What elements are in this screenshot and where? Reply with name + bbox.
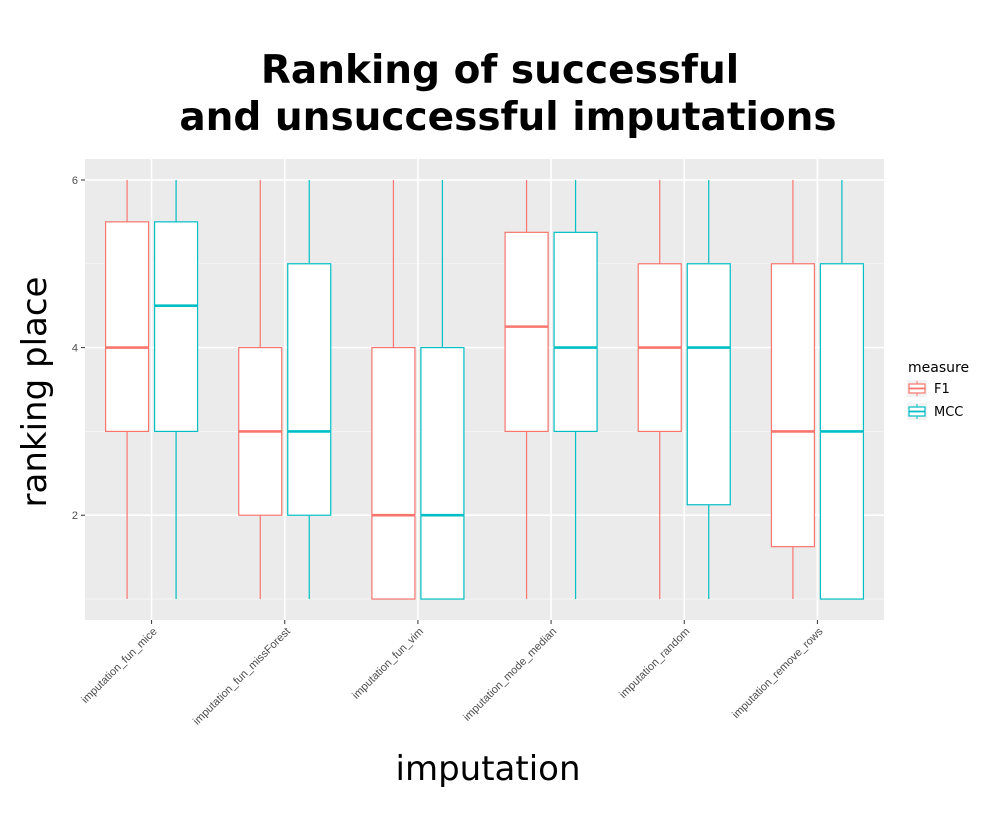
box-mcc-imputation_remove_rows (819, 179, 865, 600)
box-body (104, 221, 150, 433)
legend-label: MCC (934, 405, 963, 420)
box-body (770, 263, 816, 548)
legend-label: F1 (934, 382, 950, 397)
legend-title: measure (908, 360, 969, 376)
x-tick-label: imputation_random (617, 626, 692, 701)
box-f1-imputation_mode_median (504, 179, 549, 600)
box-body (686, 263, 731, 506)
chart-title-line-2: and unsuccessful imputations (179, 95, 836, 140)
x-tick-label: imputation_mode_median (461, 626, 559, 724)
box-mcc-imputation_fun_vim (420, 179, 465, 600)
plot-panel (85, 159, 884, 620)
y-axis-title: ranking place (15, 277, 55, 508)
box-body (504, 231, 549, 433)
box-f1-imputation_random (637, 179, 682, 600)
y-tick-label: 2 (72, 510, 78, 522)
x-tick-label: imputation_fun_vim (350, 626, 426, 702)
y-tick-label: 6 (72, 175, 78, 187)
box-body (287, 263, 332, 516)
x-axis-ticks: imputation_fun_mice imputation_fun_missFo… (79, 620, 826, 728)
box-series (104, 179, 865, 600)
box-mcc-imputation_mode_median (553, 179, 598, 600)
box-mcc-imputation_random (686, 179, 731, 600)
box-mcc-imputation_fun_mice (153, 179, 199, 600)
legend: measure F1 MCC (907, 360, 969, 420)
chart-title-line-1: Ranking of successful (261, 48, 739, 93)
x-axis-title: imputation (396, 749, 581, 789)
y-tick-label: 4 (72, 343, 78, 355)
x-tick-label: imputation_fun_missForest (191, 626, 293, 728)
box-f1-imputation_fun_missForest (238, 179, 283, 600)
box-f1-imputation_fun_vim (371, 179, 416, 600)
grid-lines (85, 159, 884, 620)
box-f1-imputation_fun_mice (104, 179, 150, 600)
box-body (371, 346, 416, 600)
box-body (153, 221, 199, 433)
x-tick-label: imputation_fun_mice (79, 626, 159, 706)
box-body (553, 231, 598, 433)
legend-item-f1: F1 (907, 380, 950, 397)
x-tick-label: imputation_remove_rows (730, 625, 826, 721)
legend-item-mcc: MCC (907, 403, 963, 420)
box-f1-imputation_remove_rows (770, 179, 816, 600)
box-mcc-imputation_fun_missForest (287, 179, 332, 600)
legend-items: F1 MCC (907, 380, 963, 420)
y-axis-ticks: 2 4 6 (72, 175, 85, 522)
box-body (420, 346, 465, 600)
